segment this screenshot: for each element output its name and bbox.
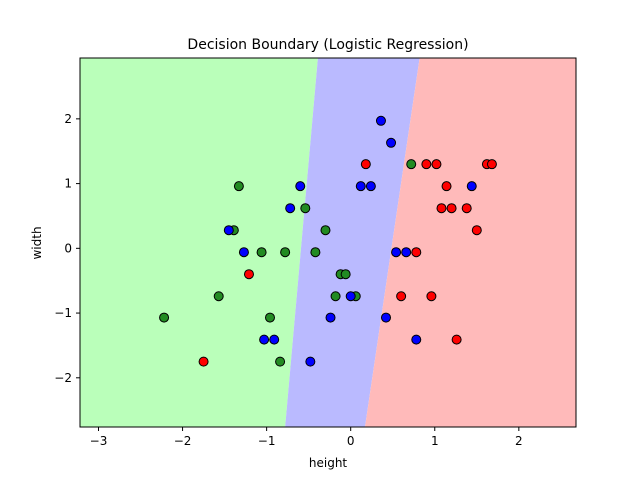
region-blue [285,58,420,427]
y-tick-label: −1 [54,306,72,320]
data-point-green [406,159,417,170]
x-tick-label: 0 [347,434,355,448]
data-point-blue [305,356,316,367]
data-point-red [198,356,209,367]
x-tick-label: −3 [90,434,108,448]
x-tick-label: −1 [258,434,276,448]
data-point-blue [381,312,392,323]
data-point-blue [295,181,306,192]
y-tick-label: 1 [64,177,72,191]
data-point-green [310,247,321,258]
x-tick-label: 1 [431,434,439,448]
data-point-blue [391,247,402,258]
data-point-red [446,203,457,214]
chart-title: Decision Boundary (Logistic Regression) [187,37,468,53]
data-point-blue [325,312,336,323]
data-point-blue [411,334,422,345]
x-axis-ticks: −3 −2 −1 0 1 2 [90,427,523,448]
data-point-green [275,356,286,367]
data-point-red [431,159,442,170]
data-point-blue [401,247,412,258]
y-axis-ticks: −2 −1 0 1 2 [54,112,80,385]
data-point-red [426,291,437,302]
decision-regions [80,58,576,427]
data-point-red [411,247,422,258]
y-tick-label: 0 [64,241,72,255]
data-point-blue [355,181,366,192]
data-point-green [280,247,291,258]
region-green [80,58,318,427]
data-point-red [461,203,472,214]
data-point-green [213,291,224,302]
data-point-red [441,181,452,192]
data-point-red [421,159,432,170]
data-point-blue [269,334,280,345]
data-point-green [340,269,351,280]
plot-frame [79,57,577,428]
data-point-green [300,203,311,214]
data-point-blue [238,247,249,258]
x-axis-label: height [309,456,348,470]
data-point-red [471,225,482,236]
data-point-green [233,181,244,192]
data-points [159,115,497,367]
y-axis-label: width [30,226,44,259]
data-point-blue [375,115,386,126]
data-point-blue [365,181,376,192]
data-point-green [256,247,267,258]
data-point-red [451,334,462,345]
region-red [364,58,576,427]
y-tick-label: −2 [54,371,72,385]
data-point-blue [386,137,397,148]
plot-area [79,57,577,428]
data-point-blue [259,334,270,345]
data-point-red [486,159,497,170]
x-tick-label: −2 [174,434,192,448]
data-point-red [396,291,407,302]
data-point-blue [345,291,356,302]
data-point-red [436,203,447,214]
x-tick-label: 2 [515,434,523,448]
data-point-red [243,269,254,280]
y-tick-label: 2 [64,112,72,126]
data-point-green [264,312,275,323]
data-point-green [330,291,341,302]
data-point-green [159,312,170,323]
data-point-green [320,225,331,236]
data-point-blue [223,225,234,236]
data-point-blue [466,181,477,192]
data-point-red [360,159,371,170]
data-point-blue [285,203,296,214]
